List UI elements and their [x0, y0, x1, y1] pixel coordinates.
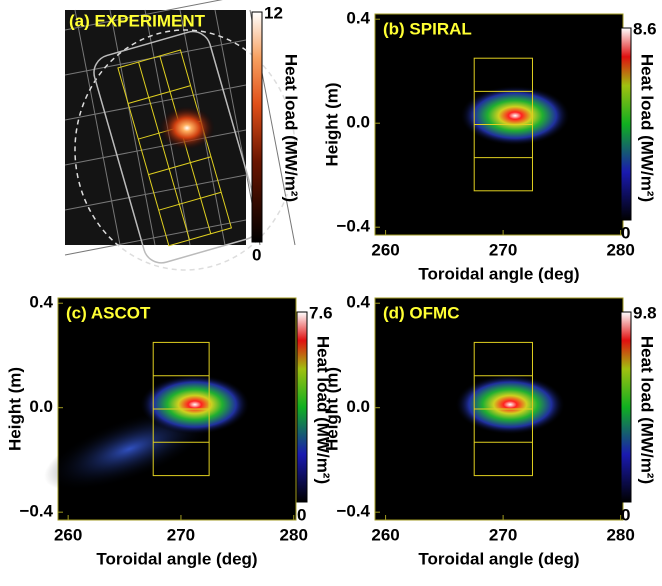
- y-axis-label: Height (m): [322, 82, 341, 166]
- colorbar-tick-label: 0: [621, 223, 630, 242]
- y-axis-label: Height (m): [5, 367, 24, 451]
- yellow-grid: [127, 85, 191, 104]
- x-tick-label: 260: [54, 525, 82, 544]
- yellow-grid: [158, 191, 222, 211]
- colorbar: [296, 311, 308, 503]
- tile-edge: [64, 84, 247, 121]
- tile-edge: [64, 129, 247, 166]
- colorbar-tick-label: 12: [264, 3, 283, 22]
- y-tick-label: −0.4: [336, 217, 370, 236]
- panel-title: (b) SPIRAL: [383, 19, 472, 38]
- photo-background: [65, 10, 246, 245]
- x-tick-label: 280: [280, 525, 308, 544]
- heat-spot: [455, 374, 566, 435]
- colorbar-tick-label: 8.6: [633, 19, 657, 38]
- x-axis-label: Toroidal angle (deg): [418, 549, 579, 568]
- x-tick-label: 270: [489, 240, 517, 259]
- panel-title: (c) ASCOT: [66, 303, 151, 322]
- colorbar: [620, 311, 632, 503]
- colorbar-label: Heat load (MW/m²): [282, 54, 301, 202]
- heat-glow: [159, 106, 215, 150]
- heat-spot: [139, 374, 250, 435]
- x-axis-label: Toroidal angle (deg): [96, 549, 257, 568]
- yellow-grid: [138, 61, 191, 240]
- panel-title: (a) EXPERIMENT: [69, 11, 206, 30]
- y-tick-label: 0.4: [346, 293, 370, 312]
- view-boundary: [74, 29, 296, 271]
- colorbar-tick-label: 9.8: [633, 303, 657, 322]
- y-tick-label: 0.0: [346, 397, 370, 416]
- y-tick-label: 0.4: [346, 9, 370, 28]
- colorbar-tick-label: 7.6: [309, 303, 333, 322]
- yellow-grid: [148, 156, 212, 176]
- x-tick-label: 260: [371, 525, 399, 544]
- x-tick-label: 280: [606, 525, 634, 544]
- y-tick-label: −0.4: [336, 502, 370, 521]
- y-tick-label: −0.4: [19, 502, 53, 521]
- tile-frame: [93, 30, 261, 264]
- tile-edge: [64, 174, 247, 211]
- colorbar-tick-label: 0: [297, 505, 306, 524]
- tile-edge: [64, 219, 247, 256]
- heat-spot: [460, 85, 571, 146]
- x-axis-label: Toroidal angle (deg): [418, 264, 579, 283]
- x-tick-label: 270: [167, 525, 195, 544]
- tile-edge: [64, 0, 223, 31]
- colorbar: [620, 27, 632, 221]
- y-axis-label: Height (m): [322, 367, 341, 451]
- colorbar: [251, 11, 263, 243]
- y-tick-label: 0.0: [29, 397, 53, 416]
- x-tick-label: 260: [371, 240, 399, 259]
- colorbar-label: Heat load (MW/m²): [638, 336, 657, 484]
- y-tick-label: 0.4: [29, 293, 53, 312]
- x-tick-label: 280: [606, 240, 634, 259]
- tile-edge: [74, 9, 121, 246]
- colorbar-label: Heat load (MW/m²): [638, 54, 657, 202]
- x-tick-label: 270: [489, 525, 517, 544]
- colorbar-tick-label: 0: [621, 505, 630, 524]
- tile-edge: [109, 9, 156, 246]
- y-tick-label: 0.0: [346, 113, 370, 132]
- colorbar-label: Heat load (MW/m²): [314, 336, 333, 484]
- colorbar-tick-label: 0: [252, 245, 261, 264]
- panel-title: (d) OFMC: [383, 303, 459, 322]
